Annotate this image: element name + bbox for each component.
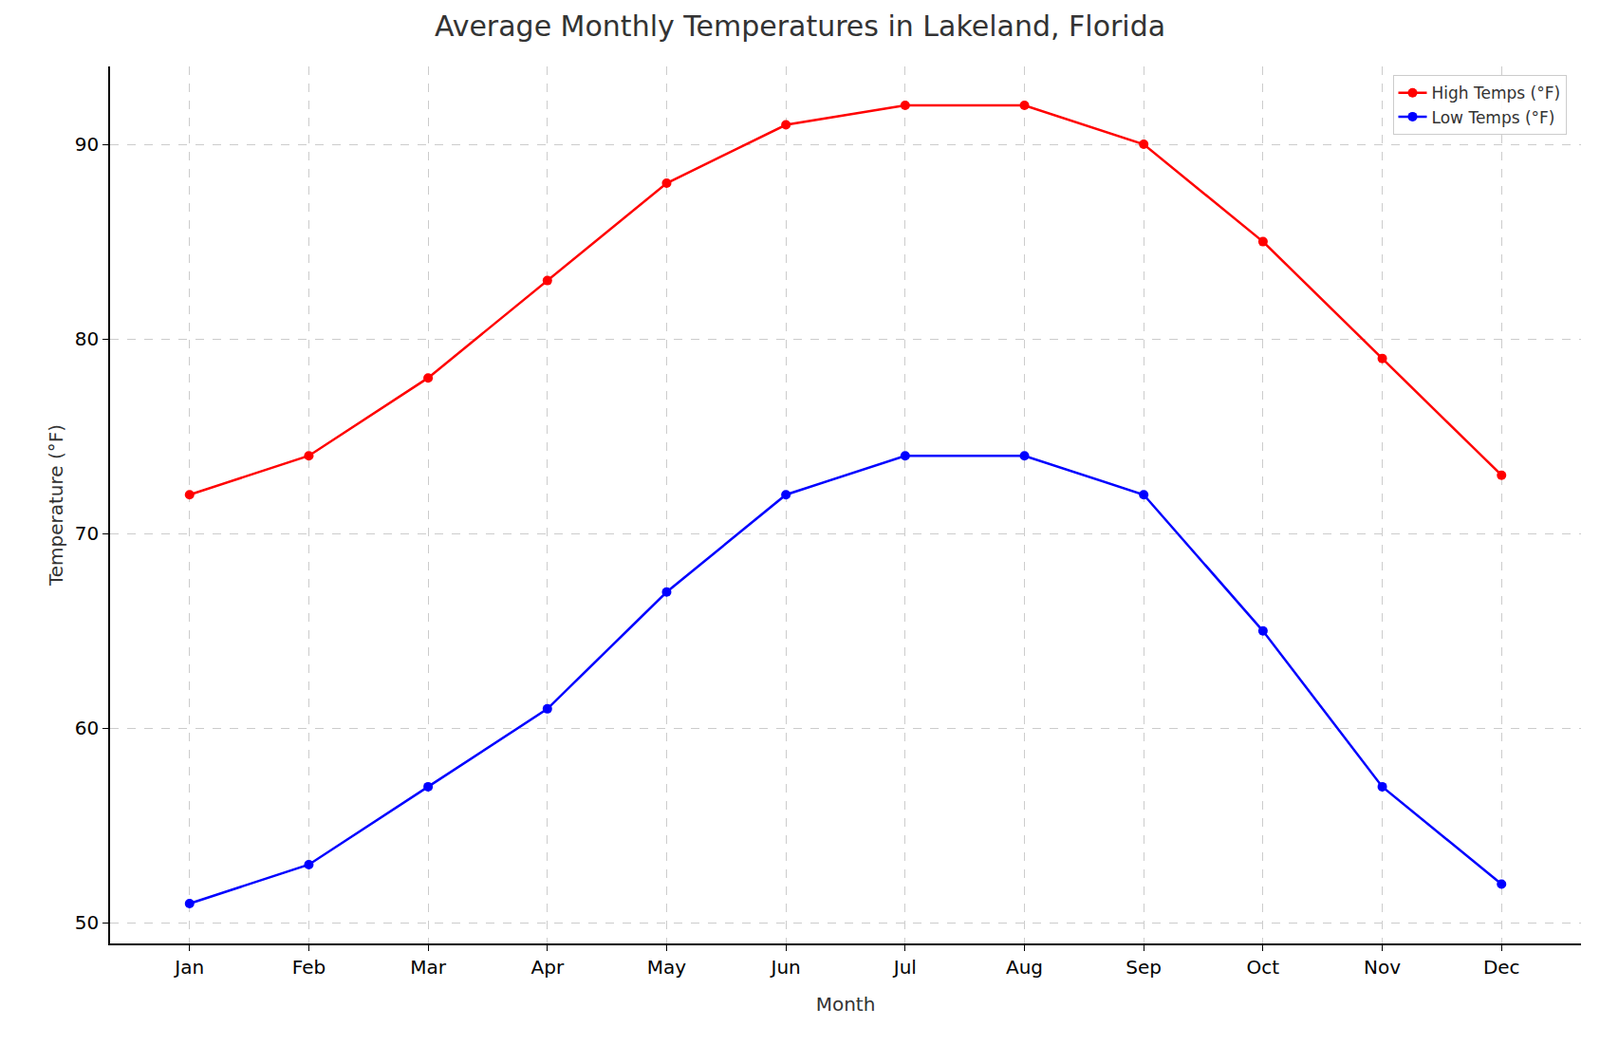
svg-text:Jan: Jan	[172, 955, 205, 979]
svg-text:60: 60	[74, 716, 99, 740]
svg-text:Dec: Dec	[1483, 955, 1521, 979]
svg-text:May: May	[647, 955, 688, 979]
svg-text:Low Temps (°F): Low Temps (°F)	[1432, 108, 1556, 128]
svg-text:Average Monthly Temperatures i: Average Monthly Temperatures in Lakeland…	[434, 9, 1166, 43]
svg-text:80: 80	[74, 327, 99, 351]
svg-text:90: 90	[74, 132, 99, 156]
svg-text:Mar: Mar	[409, 955, 447, 979]
svg-text:Oct: Oct	[1246, 955, 1281, 979]
svg-text:Sep: Sep	[1125, 955, 1162, 979]
svg-text:High Temps (°F): High Temps (°F)	[1432, 83, 1562, 103]
svg-text:Jul: Jul	[892, 955, 917, 979]
svg-text:70: 70	[74, 521, 99, 545]
svg-text:Month: Month	[816, 992, 876, 1016]
svg-text:Nov: Nov	[1363, 955, 1401, 979]
svg-text:Apr: Apr	[530, 955, 564, 979]
svg-text:Temperature (°F): Temperature (°F)	[44, 424, 68, 587]
svg-text:Aug: Aug	[1005, 955, 1043, 979]
svg-text:Jun: Jun	[769, 955, 801, 979]
svg-text:Feb: Feb	[292, 955, 326, 979]
svg-text:50: 50	[74, 911, 99, 934]
